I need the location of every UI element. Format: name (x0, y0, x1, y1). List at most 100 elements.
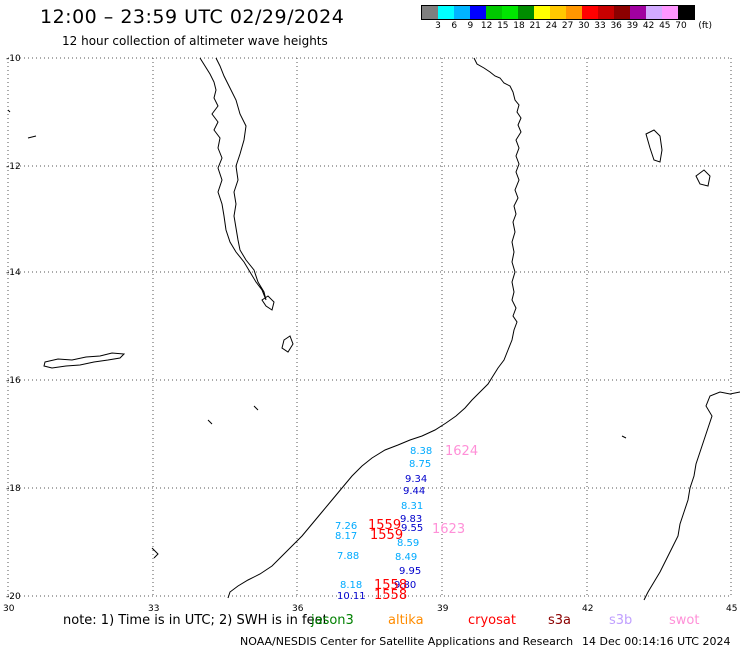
footer-source: NOAA/NESDIS Center for Satellite Applica… (240, 635, 574, 648)
coastline-islet-d (151, 547, 159, 559)
legend-label: 21 (529, 21, 541, 31)
longitude-label: 45 (726, 604, 737, 614)
satellite-legend-s3b: s3b (609, 613, 633, 628)
wave-height-label: 8.18 (340, 580, 362, 591)
wave-height-label: 9.34 (405, 474, 427, 485)
legend-label: 33 (594, 21, 606, 31)
longitude-label: 30 (3, 604, 15, 614)
coastline-lake-chilwa (281, 335, 294, 353)
wave-height-label: 7.88 (337, 551, 359, 562)
satellite-legend-s3a: s3a (548, 613, 572, 628)
legend-label: (ft) (698, 21, 712, 31)
legend-swatch (422, 6, 438, 19)
wave-height-label: 8.75 (409, 459, 431, 470)
latitude-labels: -10 -12 -14 -16 -18 -20 (6, 54, 21, 602)
wave-height-label: 9.55 (401, 523, 423, 534)
longitude-labels: 30 33 36 39 42 45 (3, 604, 737, 614)
map-subtitle: 12 hour collection of altimeter wave hei… (62, 34, 328, 48)
legend-label: 36 (610, 21, 622, 31)
legend-labels: 3 6 9 12 15 18 21 24 27 30 33 36 39 42 45 70 (ft) (421, 20, 712, 34)
legend-label: 24 (545, 21, 558, 31)
wave-height-label: 1559 (368, 518, 401, 533)
latitude-label: -16 (6, 376, 21, 386)
legend-swatches (421, 5, 695, 20)
legend-label: 70 (675, 21, 687, 31)
satellite-legend-cryosat: cryosat (468, 613, 516, 628)
legend-swatch (502, 6, 518, 19)
wave-height-label: 8.49 (395, 552, 417, 563)
legend-swatch (582, 6, 598, 19)
coastline-comoros (645, 129, 663, 163)
coastline-lake-kariba (43, 352, 126, 369)
latitude-label: -20 (6, 592, 21, 602)
legend-swatch (678, 6, 694, 19)
legend-swatch (518, 6, 534, 19)
wave-height-label: 9.83 (400, 514, 422, 525)
coastline-islet-b (7, 109, 11, 113)
legend-swatch (662, 6, 678, 19)
coastline (7, 57, 740, 601)
latitude-label: -18 (6, 484, 21, 494)
legend-label: 3 (435, 21, 441, 31)
wave-height-label: 1623 (432, 522, 465, 537)
satellite-legend-altika: altika (388, 613, 424, 628)
wave-height-label: 8.59 (397, 538, 419, 549)
coastline-mainland-africa (227, 57, 522, 599)
coastline-lake-malawi (199, 57, 267, 301)
legend-label: 12 (480, 21, 493, 31)
legend-swatch (454, 6, 470, 19)
wave-height-label: 1558 (374, 578, 407, 593)
wave-height-label: 10.11 (337, 591, 366, 602)
legend-label: 39 (626, 21, 639, 31)
satellite-legend-swot: swot (669, 613, 700, 628)
wave-height-label: 8.38 (410, 446, 432, 457)
legend-label: 45 (659, 21, 671, 31)
legend-swatch (646, 6, 662, 19)
legend-swatch (470, 6, 486, 19)
wave-height-label: 7.26 (335, 521, 357, 532)
wave-height-label: 9.44 (403, 486, 425, 497)
latitude-label: -12 (6, 162, 21, 172)
map-grid (7, 57, 732, 597)
wave-height-label: 9.95 (399, 566, 421, 577)
coastline-islet-a (27, 135, 37, 139)
map-title: 12:00 – 23:59 UTC 02/29/2024 (40, 6, 345, 28)
coastline-madagascar (643, 391, 740, 601)
legend-swatch (630, 6, 646, 19)
color-legend: 3 6 9 12 15 18 21 24 27 30 33 36 39 42 45 70 (ft) (421, 5, 712, 34)
longitude-label: 36 (292, 604, 304, 614)
coastline-islet-c (253, 405, 259, 411)
legend-label: 30 (578, 21, 590, 31)
longitude-label: 39 (437, 604, 449, 614)
footer-timestamp: 14 Dec 00:14:16 UTC 2024 (582, 635, 731, 648)
legend-label: 15 (497, 21, 509, 31)
wave-height-observations: 8.38 8.75 9.349.44 8.31 9.839.55 8.59 8.49 9.95… (335, 444, 478, 603)
legend-label: 6 (451, 21, 458, 31)
legend-label: 18 (513, 21, 525, 31)
coastline-mayotte (695, 169, 711, 187)
latitude-label: -14 (6, 268, 21, 278)
legend-label: 9 (467, 21, 474, 31)
longitude-label: 33 (148, 604, 159, 614)
legend-label: 27 (561, 21, 574, 31)
wave-height-label: 9.80 (394, 580, 416, 591)
coastline-islet-e (207, 419, 213, 425)
wave-height-label: 1559 (370, 528, 403, 543)
wave-height-label: 8.17 (335, 531, 357, 542)
note-text: note: 1) Time is in UTC; 2) SWH is in fe… (63, 613, 328, 628)
coastline-small-isle (621, 435, 627, 439)
legend-swatch (598, 6, 614, 19)
legend-swatch (534, 6, 550, 19)
legend-swatch (486, 6, 502, 19)
longitude-label: 42 (582, 604, 593, 614)
coastline-lake-malawi-south (261, 295, 275, 311)
wave-height-label: 1558 (374, 588, 407, 603)
legend-swatch (566, 6, 582, 19)
wave-height-label: 8.31 (401, 501, 423, 512)
wave-height-label: 1624 (445, 444, 478, 459)
legend-swatch (438, 6, 454, 19)
satellite-legend-jason3: jason3 (311, 613, 354, 628)
legend-swatch (550, 6, 566, 19)
latitude-label: -10 (6, 54, 21, 64)
